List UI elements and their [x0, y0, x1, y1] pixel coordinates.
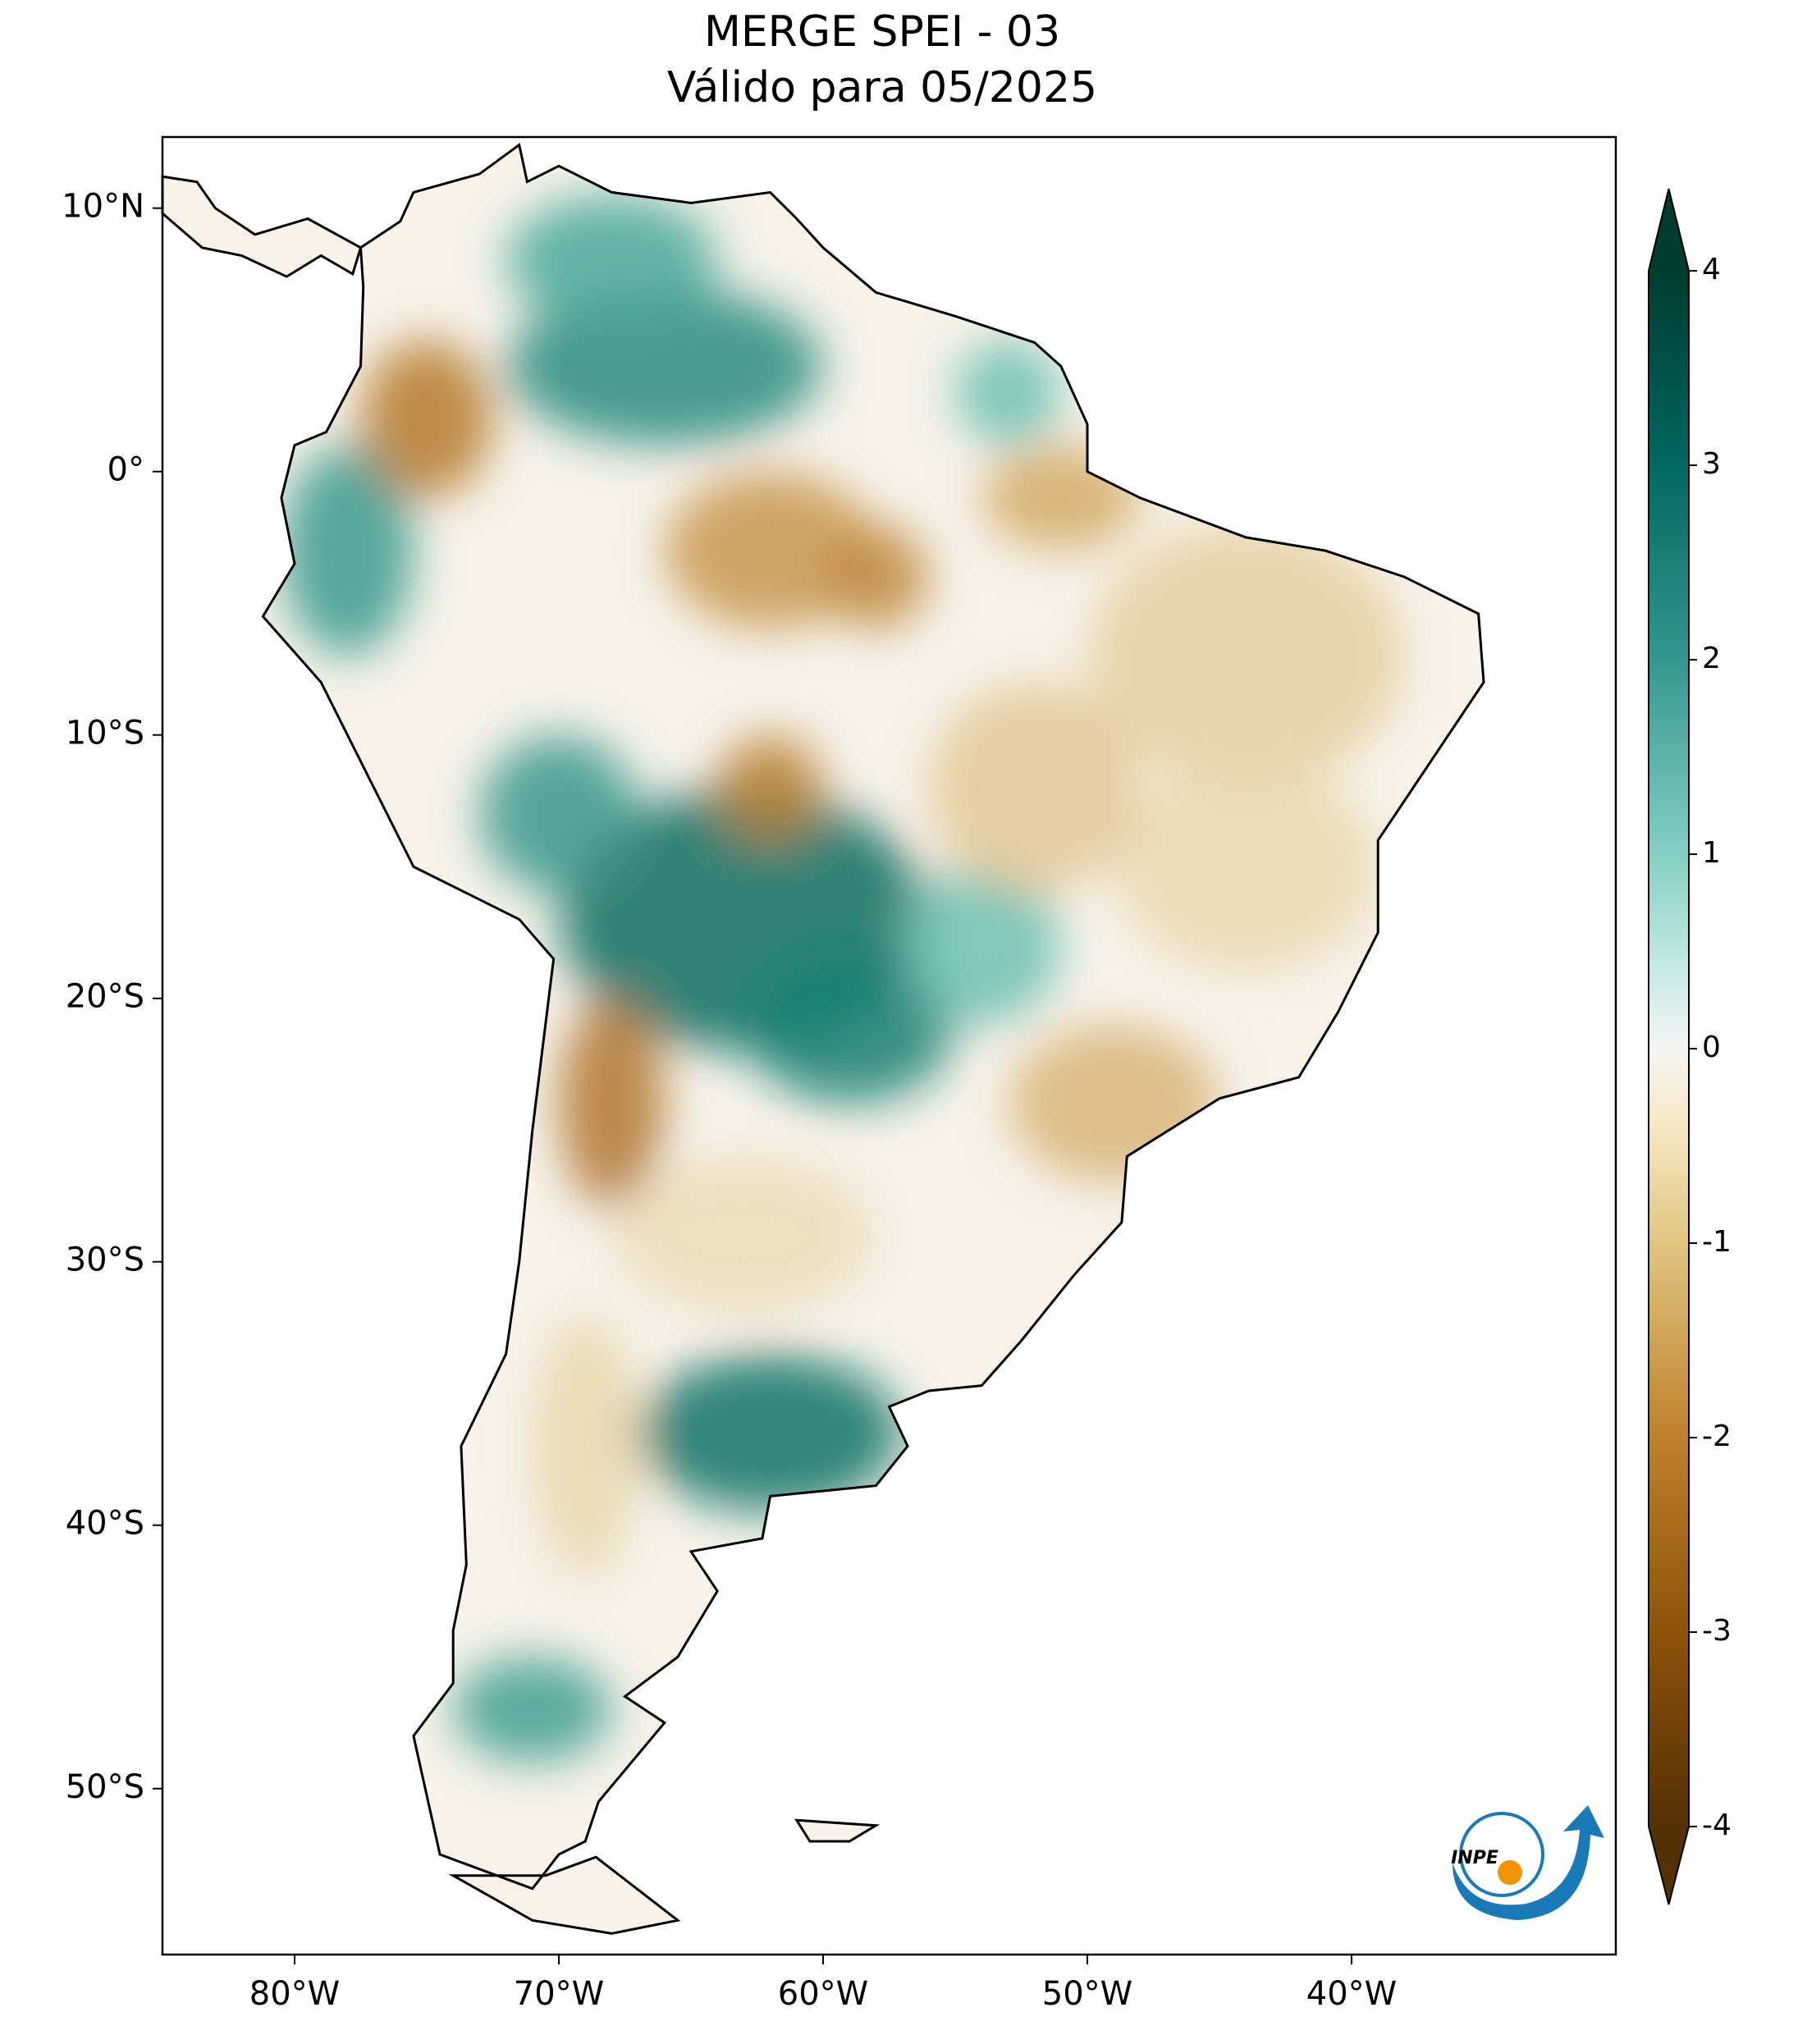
colorbar-tick-label: -4: [1702, 1809, 1732, 1842]
spei-blob: [506, 194, 717, 327]
colorbar-tick-label: -1: [1702, 1225, 1732, 1259]
y-tick-label: 0°: [108, 451, 144, 489]
spei-field: [281, 194, 1404, 1763]
spei-blob: [1009, 1025, 1219, 1183]
colorbar-tick-label: -2: [1702, 1420, 1732, 1453]
colorbar-tick-label: 0: [1702, 1031, 1721, 1064]
spei-blob: [281, 445, 414, 656]
x-tick-label: 70°W: [514, 1975, 604, 2013]
logo: INPE: [1451, 1805, 1604, 1920]
y-tick-label: 10°S: [66, 715, 144, 752]
spei-blob: [744, 945, 955, 1104]
logo-arrow: [1453, 1805, 1604, 1920]
spei-blob: [453, 1657, 611, 1763]
spei-blobs: [281, 194, 1404, 1763]
y-tick-label: 20°S: [66, 978, 144, 1016]
map-frame: [161, 135, 1617, 1956]
x-tick-label: 40°W: [1306, 1975, 1397, 2013]
spei-blob: [903, 867, 1061, 1025]
spei-blob: [533, 1315, 638, 1578]
spei-blob: [665, 471, 876, 629]
spei-blob: [480, 735, 638, 894]
colorbar-tick-label: 3: [1702, 447, 1721, 481]
map-area: [161, 143, 1485, 1935]
colorbar-tick-label: 1: [1702, 836, 1721, 870]
colorbar-extend-top: [1649, 189, 1689, 271]
logo-ring: [1459, 1812, 1544, 1897]
spei-blob: [929, 682, 1140, 893]
spei-blob: [506, 287, 822, 446]
colorbar-tick-label: -3: [1702, 1614, 1732, 1648]
map-subtitle: Válido para 05/2025: [667, 63, 1097, 112]
colorbar-extend-bottom: [1649, 1827, 1689, 1905]
y-tick-label: 30°S: [66, 1241, 144, 1279]
logo-dot: [1498, 1860, 1522, 1885]
y-tick-label: 50°S: [66, 1768, 144, 1806]
spei-blob: [361, 340, 492, 498]
map-title: MERGE SPEI - 03: [704, 7, 1060, 57]
colorbar-gradient: [1649, 271, 1689, 1827]
spei-blob: [612, 1156, 876, 1315]
spei-blob: [717, 734, 823, 840]
spei-blob: [955, 340, 1061, 446]
spei-blob: [823, 524, 929, 630]
spei-blob: [1114, 761, 1378, 972]
x-tick-label: 60°W: [778, 1975, 868, 2013]
y-tick-label: 40°S: [66, 1505, 144, 1543]
x-tick-label: 50°W: [1042, 1975, 1132, 2013]
colorbar-tick-label: 4: [1702, 253, 1721, 286]
spei-blob: [1088, 524, 1404, 788]
spei-blob: [981, 445, 1140, 551]
colorbar-tick-label: 2: [1702, 642, 1721, 675]
x-tick-label: 80°W: [249, 1975, 340, 2013]
coastline: [161, 143, 1485, 1935]
logo-text: INPE: [1451, 1848, 1498, 1868]
spei-blob: [638, 1354, 902, 1512]
y-tick-label: 10°N: [62, 188, 144, 226]
colorbar: 4 3 2 1 0 -1 -2 -3 -4: [1648, 188, 1732, 1905]
spei-blob: [559, 999, 665, 1209]
